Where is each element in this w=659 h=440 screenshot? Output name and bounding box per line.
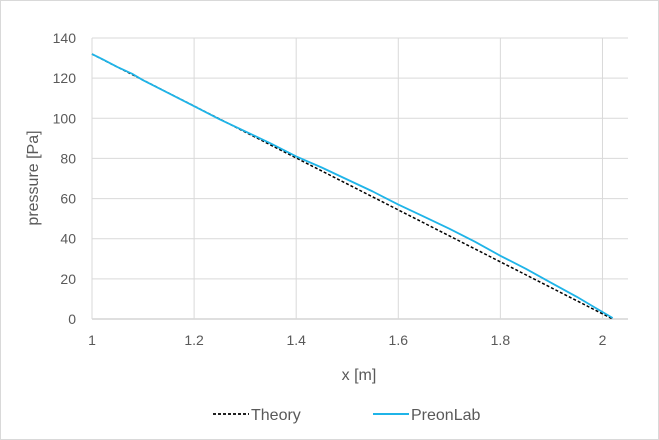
x-axis-title: x [m] xyxy=(342,367,377,384)
y-tick-label: 80 xyxy=(60,150,76,166)
y-tick-label: 100 xyxy=(53,110,77,126)
y-tick-label: 40 xyxy=(60,231,76,247)
legend-label-preonlab: PreonLab xyxy=(411,407,480,424)
y-tick-labels: 0 20 40 60 80 100 120 140 xyxy=(53,30,77,327)
x-tick-label: 1.8 xyxy=(491,332,511,348)
grid xyxy=(91,37,628,320)
series-line-preonlab xyxy=(91,53,614,319)
x-tick-label: 1.4 xyxy=(286,332,306,348)
y-tick-label: 60 xyxy=(60,191,76,207)
y-tick-label: 120 xyxy=(53,70,77,86)
x-tick-labels: 1 1.2 1.4 1.6 1.8 2 xyxy=(88,332,606,348)
y-tick-label: 0 xyxy=(68,311,76,327)
y-tick-label: 20 xyxy=(60,271,76,287)
y-tick-label: 140 xyxy=(53,30,77,46)
legend-label-theory: Theory xyxy=(251,407,301,424)
x-tick-label: 1.6 xyxy=(389,332,409,348)
legend: Theory PreonLab xyxy=(213,407,480,424)
x-tick-label: 2 xyxy=(599,332,607,348)
x-tick-label: 1 xyxy=(88,332,96,348)
y-axis-title: pressure [Pa] xyxy=(25,130,42,225)
series-layer xyxy=(91,53,614,320)
x-tick-label: 1.2 xyxy=(184,332,204,348)
